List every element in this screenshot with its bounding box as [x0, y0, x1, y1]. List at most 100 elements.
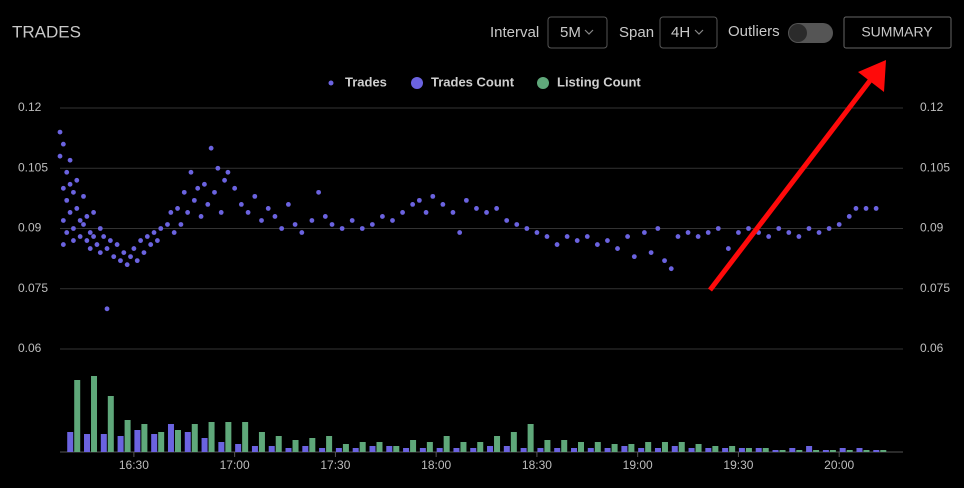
toggle-knob [789, 24, 807, 42]
trade-point [272, 214, 278, 219]
count-bar [443, 436, 450, 452]
count-bar [191, 424, 198, 452]
trade-point [544, 234, 550, 239]
count-bar [654, 448, 661, 452]
span-value: 4H [671, 24, 690, 41]
count-bar [174, 430, 181, 452]
count-bar [561, 440, 568, 452]
trade-point [715, 226, 721, 231]
trade-point [846, 214, 852, 219]
legend-swatch [328, 80, 334, 86]
count-bar [494, 436, 501, 452]
trade-point [484, 210, 489, 215]
trade-point [168, 210, 174, 215]
trade-point [104, 306, 110, 312]
trade-point [605, 238, 610, 243]
count-bar [789, 448, 796, 452]
trade-point [259, 218, 264, 223]
trade-point [766, 234, 772, 239]
count-bar [124, 420, 131, 452]
span-dropdown[interactable]: 4H [659, 16, 718, 49]
trade-point [504, 218, 510, 223]
trade-point [71, 238, 76, 243]
count-bar [352, 448, 359, 452]
trade-point [349, 218, 355, 223]
count-bar [796, 450, 803, 452]
x-tick-label: 18:30 [522, 458, 552, 472]
trade-point [74, 177, 80, 183]
trade-point [514, 222, 520, 227]
trade-point [225, 169, 231, 175]
count-bar [503, 446, 510, 452]
count-bar [117, 436, 124, 452]
trade-point [685, 230, 691, 235]
trade-point [64, 230, 70, 235]
count-bar [477, 442, 484, 452]
trade-point [806, 226, 812, 231]
trade-point [238, 202, 244, 207]
x-tick-label: 16:30 [119, 458, 149, 472]
trade-point [594, 242, 600, 247]
trade-point [87, 230, 93, 235]
trade-point [252, 193, 258, 199]
count-bar [275, 436, 282, 452]
count-bar [403, 448, 410, 452]
trade-point [178, 222, 184, 227]
count-bar [419, 448, 426, 452]
interval-dropdown[interactable]: 5M [547, 16, 608, 49]
count-bar [235, 444, 242, 452]
trade-point [202, 181, 207, 187]
count-bar [91, 376, 98, 452]
legend-label: Trades [345, 74, 387, 89]
chevron [694, 29, 704, 35]
trade-point [198, 214, 204, 219]
count-bar [141, 424, 148, 452]
y2-tick-label: 0.075 [920, 281, 950, 295]
count-bar [638, 448, 645, 452]
count-bar [695, 444, 702, 452]
count-bar [208, 422, 215, 452]
trade-point [205, 202, 211, 207]
trade-point [215, 165, 221, 171]
summary-button[interactable]: SUMMARY [843, 16, 952, 49]
chevron [584, 29, 594, 35]
trade-point [826, 226, 832, 231]
x-tick-label: 17:00 [220, 458, 250, 472]
trade-point [81, 222, 86, 227]
trade-point [114, 242, 120, 247]
trade-point [60, 185, 66, 191]
outliers-toggle[interactable] [788, 23, 833, 43]
count-bar [426, 442, 433, 452]
trade-point [423, 210, 429, 215]
trade-point [218, 210, 224, 215]
trade-point [675, 234, 681, 239]
trade-point [873, 206, 879, 211]
trade-point [77, 218, 83, 223]
count-bar [84, 434, 91, 452]
trade-point [148, 242, 154, 247]
trade-point [440, 202, 446, 207]
count-bar [772, 450, 779, 452]
trade-point [158, 226, 164, 231]
y2-tick-label: 0.105 [920, 160, 950, 174]
trade-point [746, 226, 751, 231]
count-bar [688, 448, 695, 452]
trade-point [564, 234, 570, 239]
count-bar [201, 438, 208, 452]
trade-point [60, 141, 66, 147]
trade-point [474, 206, 479, 211]
count-bar [829, 450, 836, 452]
y-tick-label: 0.09 [18, 221, 42, 235]
trade-point [101, 234, 107, 239]
count-bar [369, 446, 376, 452]
y-tick-label: 0.12 [18, 100, 42, 114]
trade-point [285, 202, 291, 207]
trade-point [94, 242, 100, 247]
trade-point [191, 197, 197, 203]
count-bar [520, 448, 527, 452]
dropdown-box [659, 16, 718, 49]
trade-point [494, 206, 500, 211]
trade-point [144, 234, 150, 239]
interval-value: 5M [560, 24, 581, 41]
trade-point [339, 226, 345, 231]
